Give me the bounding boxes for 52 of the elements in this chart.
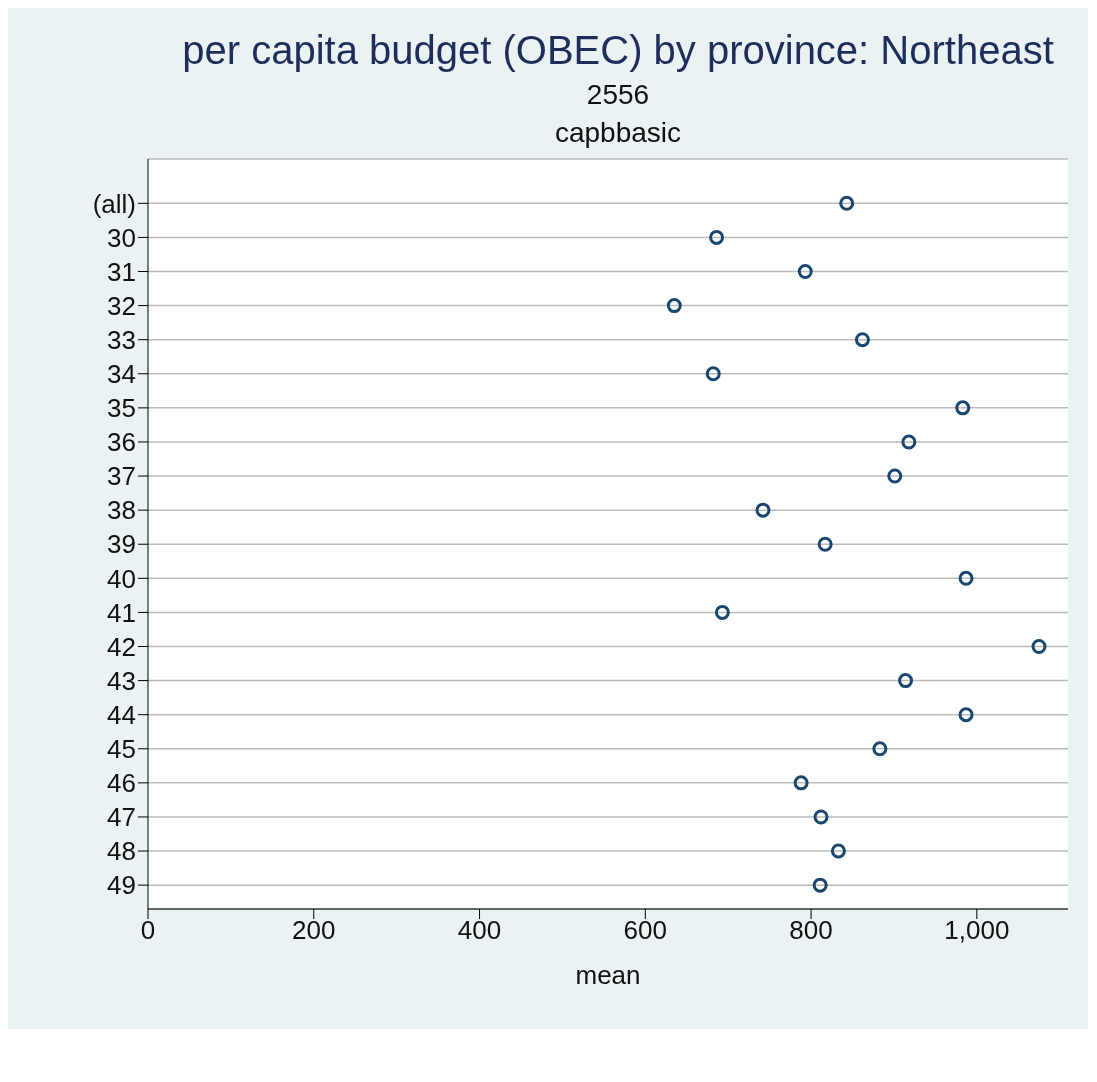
y-tick-label: 37 bbox=[107, 461, 136, 492]
point bbox=[854, 332, 870, 348]
y-tick-label: 45 bbox=[107, 734, 136, 764]
point bbox=[797, 264, 813, 279]
y-tick-label: 36 bbox=[107, 427, 136, 458]
point bbox=[705, 366, 721, 382]
point bbox=[812, 877, 828, 893]
point bbox=[901, 434, 917, 450]
y-tick-label: 46 bbox=[107, 768, 136, 799]
x-tick-label: 200 bbox=[292, 915, 336, 946]
y-tick-label: 49 bbox=[107, 870, 136, 901]
point bbox=[793, 775, 809, 791]
point bbox=[830, 843, 846, 859]
point bbox=[813, 809, 829, 825]
point bbox=[714, 604, 730, 620]
x-tick-label: 400 bbox=[457, 915, 502, 946]
x-tick-label: 800 bbox=[789, 915, 833, 946]
point bbox=[709, 229, 725, 245]
y-tick-label: 35 bbox=[107, 393, 136, 424]
y-tick-label: 48 bbox=[107, 836, 136, 867]
y-tick-label: 32 bbox=[107, 290, 136, 321]
y-tick-label: 42 bbox=[107, 631, 136, 662]
point bbox=[955, 400, 971, 416]
y-tick-label: 39 bbox=[107, 529, 136, 560]
point bbox=[839, 195, 855, 211]
y-tick-label: 41 bbox=[107, 597, 136, 628]
x-tick-label: 0 bbox=[140, 915, 156, 946]
point bbox=[666, 298, 682, 314]
point bbox=[1031, 639, 1047, 654]
y-tick-label: 30 bbox=[107, 222, 136, 253]
y-tick-label: 34 bbox=[107, 359, 136, 389]
x-tick-label: 1,000 bbox=[944, 915, 1010, 946]
point bbox=[872, 741, 888, 757]
point bbox=[817, 536, 833, 552]
x-axis-title: mean bbox=[575, 960, 641, 990]
point bbox=[887, 468, 903, 484]
point bbox=[755, 502, 771, 518]
point bbox=[898, 673, 914, 689]
y-tick-label: 47 bbox=[107, 802, 136, 833]
chart-subtitle: 2556 bbox=[585, 79, 651, 111]
chart-title: per capita budget (OBEC) by province: Northeast bbox=[181, 28, 1055, 73]
x-tick-label: 600 bbox=[623, 915, 667, 946]
y-tick-label: 33 bbox=[107, 324, 136, 355]
text: capbbasic bbox=[553, 117, 683, 149]
y-tick-label: 43 bbox=[107, 665, 136, 696]
y-tick-label: (all) bbox=[92, 188, 136, 219]
y-tick-label: 31 bbox=[107, 256, 136, 287]
y-tick-label: 44 bbox=[107, 699, 136, 730]
y-tick-label: 40 bbox=[107, 563, 136, 594]
y-tick-label: 38 bbox=[107, 495, 136, 526]
point bbox=[958, 707, 974, 723]
point bbox=[958, 570, 974, 586]
